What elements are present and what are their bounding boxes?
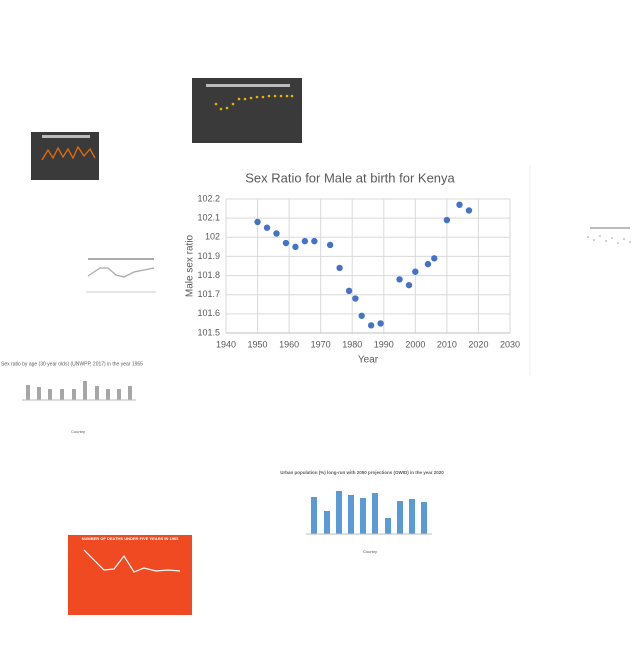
point: [405, 281, 413, 289]
point: [292, 243, 299, 251]
chart-area: [180, 165, 530, 375]
thumbnail-red-line: NUMBER OF DEATHS UNDER FIVE YEARS IN 196…: [68, 535, 192, 615]
point: [282, 239, 290, 247]
thumb-title: NUMBER OF DEATHS UNDER FIVE YEARS IN 196…: [82, 536, 180, 541]
y-tick-label: 102: [205, 232, 220, 242]
point: [367, 322, 375, 329]
thumb-title: Sex ratio by age (30 year olds) (UNWPP, …: [1, 361, 143, 367]
point: [412, 268, 419, 275]
point: [301, 237, 309, 245]
point: [377, 320, 384, 327]
thumbnail-dark-scatter: [192, 78, 302, 143]
thumbnail-right-scatter: [587, 227, 631, 244]
x-tick-label: 1940: [216, 339, 236, 349]
thumbnail-dark-line: [31, 132, 99, 180]
point: [443, 216, 451, 224]
y-tick-label: 101.7: [197, 289, 220, 299]
y-tick-label: 102.2: [197, 193, 220, 203]
point: [352, 295, 359, 302]
point: [326, 241, 334, 249]
y-tick-label: 101.6: [197, 308, 220, 318]
point: [456, 201, 463, 208]
y-axis-label: Male sex ratio: [185, 234, 196, 297]
x-tick-label: 2020: [468, 339, 488, 349]
point: [431, 255, 438, 262]
thumbnail-light-line: [86, 258, 156, 293]
point: [311, 237, 318, 245]
x-tick-label: 1980: [342, 339, 362, 349]
x-axis-label: Year: [358, 355, 379, 366]
thumb-x-label: Country: [71, 429, 85, 434]
point: [424, 260, 432, 268]
y-tick-label: 101.9: [197, 251, 220, 261]
thumb-title: Urban population (%) long-run with 2050 …: [280, 470, 444, 475]
thumb-title: Urban population (%) long-run with 2050 …: [280, 470, 444, 475]
chart-title: Sex Ratio for Male at birth for Kenya: [245, 170, 455, 185]
point: [358, 312, 365, 319]
point: [465, 207, 473, 214]
point: [254, 218, 261, 226]
point: [336, 264, 343, 272]
point: [345, 287, 353, 295]
x-tick-label: 2030: [500, 339, 520, 349]
point: [263, 224, 271, 231]
x-tick-label: 1970: [311, 339, 331, 349]
point: [273, 230, 280, 237]
x-tick-label: 1960: [279, 339, 299, 349]
x-tick-label: 2000: [405, 339, 425, 349]
thumbnail-bar-gray: Sex ratio by age (30 year olds) (UNWPP, …: [1, 361, 143, 434]
y-tick-label: 101.5: [197, 327, 220, 337]
thumb-x-label: Country: [363, 549, 377, 554]
x-tick-label: 2010: [437, 339, 457, 349]
y-tick-label: 101.8: [197, 270, 220, 280]
x-tick-label: 1990: [374, 339, 394, 349]
x-tick-label: 1950: [248, 339, 268, 349]
thumbnail-bar-blue: Urban population (%) long-run with 2050 …: [280, 470, 444, 554]
y-tick-label: 102.1: [197, 213, 220, 223]
point: [396, 276, 403, 283]
